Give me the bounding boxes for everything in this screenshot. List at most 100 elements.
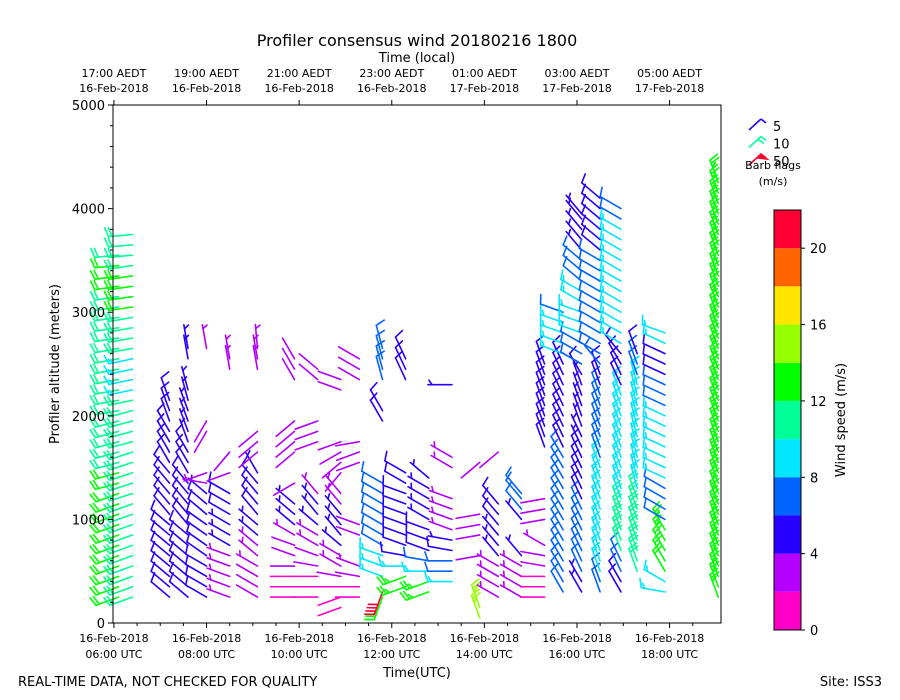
legend-title-line2: (m/s) <box>759 175 788 188</box>
wind-barb <box>642 385 666 407</box>
wind-barb <box>499 570 523 588</box>
wind-barb <box>599 310 622 334</box>
top-tick-time: 23:00 AEDT <box>359 67 424 80</box>
wind-barb <box>476 560 500 578</box>
wind-barb <box>89 269 120 281</box>
wind-barb <box>522 529 546 547</box>
wind-barb <box>578 300 601 324</box>
wind-barb <box>382 485 407 505</box>
wind-barb <box>428 496 453 510</box>
wind-barb <box>384 461 407 484</box>
wind-barb <box>642 333 666 355</box>
wind-barb <box>499 580 523 598</box>
wind-barb <box>89 279 120 291</box>
wind-barb <box>578 269 601 293</box>
top-tick-time: 03:00 AEDT <box>545 67 610 80</box>
wind-barb <box>334 571 361 578</box>
wind-barb <box>208 529 231 547</box>
wind-barb <box>394 329 407 360</box>
wind-barb <box>560 269 583 293</box>
wind-barb <box>206 542 231 557</box>
wind-barb <box>628 334 638 365</box>
wind-barb <box>505 471 523 500</box>
wind-barb <box>642 343 666 365</box>
wind-barb <box>213 451 231 472</box>
colorbar-bin <box>774 362 801 401</box>
wind-barb <box>275 484 296 505</box>
wind-barb <box>103 544 134 555</box>
plot-frame <box>112 104 722 624</box>
site-label: Site: ISS3 <box>820 675 882 690</box>
wind-barb <box>642 364 666 386</box>
wind-barb <box>275 495 296 516</box>
wind-barb <box>241 466 259 495</box>
wind-barb <box>578 310 601 334</box>
wind-barb <box>558 314 583 334</box>
wind-barb <box>301 472 319 495</box>
legend-barb-10 <box>748 135 767 149</box>
quality-disclaimer: REAL-TIME DATA, NOT CHECKED FOR QUALITY <box>18 675 317 690</box>
wind-barb <box>317 380 342 391</box>
barb-flags-legend: 5 10 50 <box>748 118 790 170</box>
wind-barb <box>281 357 296 381</box>
wind-barb <box>460 461 481 479</box>
wind-barb <box>153 445 171 474</box>
wind-barb <box>643 559 666 583</box>
x-tick-time: 12:00 UTC <box>363 648 420 661</box>
wind-barb <box>599 259 622 282</box>
wind-barb <box>382 495 407 516</box>
y-tick-label: 2000 <box>72 410 105 425</box>
wind-barb <box>272 518 296 536</box>
wind-barb <box>599 227 622 251</box>
wind-barb <box>455 534 481 540</box>
colorbar-bin <box>774 591 801 630</box>
wind-barb <box>641 314 666 334</box>
y-axis: 0 1000 2000 3000 4000 5000 <box>72 99 113 632</box>
wind-barb <box>709 153 720 184</box>
wind-barb <box>405 531 430 552</box>
wind-barb <box>427 530 453 541</box>
wind-barb <box>430 441 453 459</box>
colorbar-frame <box>773 209 802 631</box>
wind-barb <box>89 342 120 354</box>
wind-barb <box>294 440 319 451</box>
wind-barb <box>238 440 259 458</box>
wind-barb <box>103 513 134 524</box>
wind-barb <box>560 341 583 365</box>
wind-barb <box>608 335 622 365</box>
wind-barb <box>599 269 622 293</box>
wind-barb <box>324 492 342 516</box>
x-axis-label: Time(UTC) <box>382 666 451 681</box>
wind-barb <box>642 457 666 479</box>
x-tick-date: 16-Feb-2018 <box>264 632 333 645</box>
wind-barb <box>402 546 430 562</box>
wind-barb <box>610 531 622 562</box>
wind-barb <box>335 553 361 567</box>
wind-barb <box>275 420 296 438</box>
wind-barb <box>505 481 523 510</box>
wind-barb <box>153 455 171 484</box>
wind-barb <box>184 543 208 567</box>
wind-barb <box>324 472 342 495</box>
wind-barb <box>520 508 546 515</box>
wind-barb <box>578 248 601 272</box>
wind-barb <box>377 556 407 567</box>
colorbar-tick-label: 8 <box>810 471 818 486</box>
wind-barb <box>89 290 120 301</box>
wind-barb <box>186 511 208 536</box>
wind-barb <box>360 461 384 484</box>
wind-barb <box>103 564 134 576</box>
wind-barb <box>360 492 384 516</box>
wind-barb <box>399 580 430 591</box>
wind-barb <box>455 523 481 530</box>
wind-barb <box>281 337 296 360</box>
wind-barb <box>298 363 319 381</box>
wind-barb <box>539 314 564 334</box>
top-tick-date: 16-Feb-2018 <box>357 82 426 95</box>
wind-barb <box>570 412 583 438</box>
wind-barb <box>171 497 189 526</box>
wind-barb <box>301 492 319 516</box>
wind-barb <box>89 300 120 312</box>
wind-barb <box>241 476 259 505</box>
wind-barb <box>335 451 361 462</box>
